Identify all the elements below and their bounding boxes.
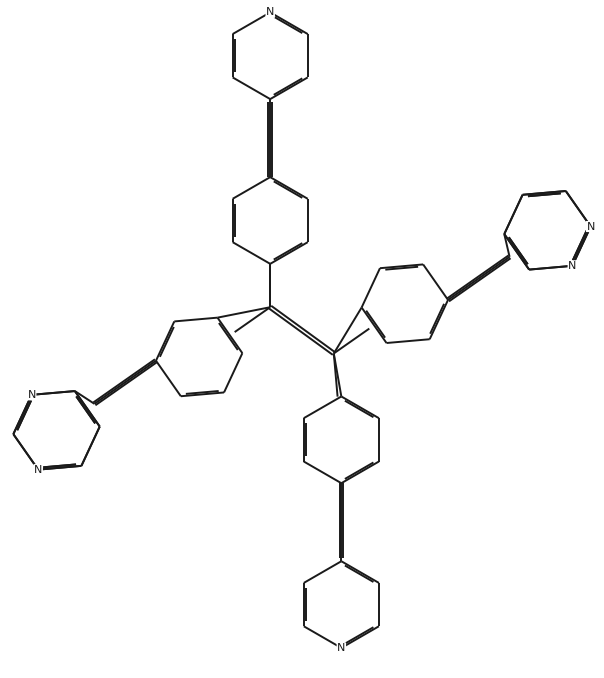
Text: N: N [34,464,42,475]
Text: N: N [337,643,345,653]
Text: N: N [568,261,577,271]
Text: N: N [27,390,36,400]
Text: N: N [586,222,595,231]
Text: N: N [266,7,274,18]
